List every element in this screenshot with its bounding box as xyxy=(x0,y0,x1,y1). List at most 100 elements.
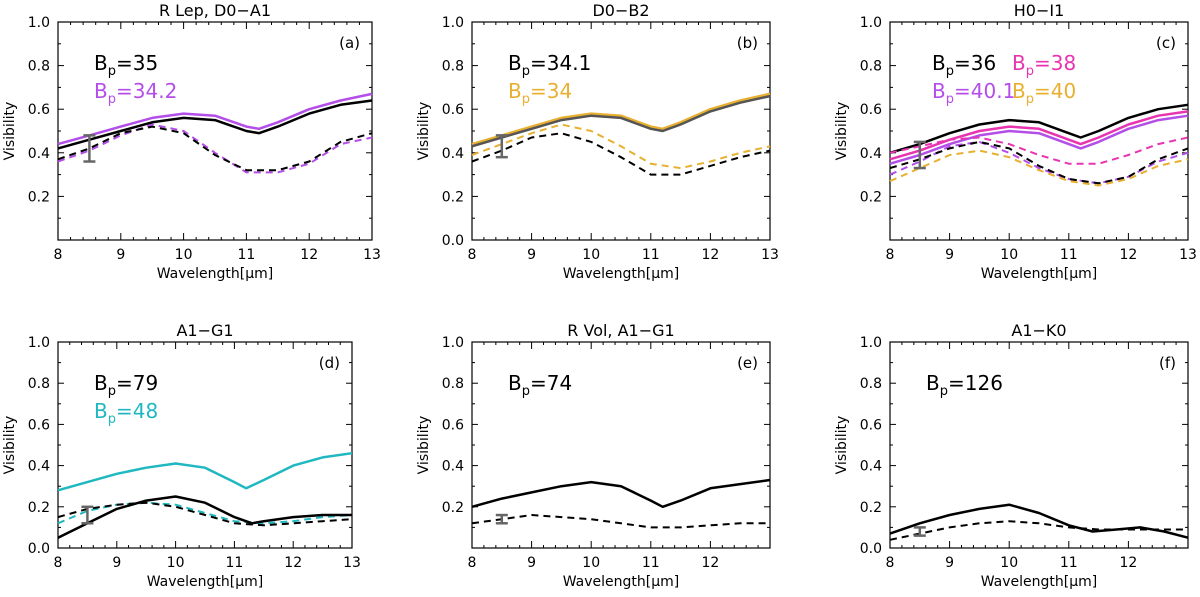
y-axis-label: Visibility xyxy=(2,102,18,161)
y-tick-label: 1.0 xyxy=(28,15,50,31)
x-axis-label: Wavelength[μm] xyxy=(981,574,1098,590)
chart-panel-a: R Lep, D0−A1 (a) 0.2 0.4 0.6 0.8 1.0 8 9 10 11 12 13… xyxy=(2,1,381,282)
y-tick-label: 0.2 xyxy=(442,189,464,205)
legend-value: =74 xyxy=(530,371,572,395)
y-tick-label: 0.8 xyxy=(860,59,882,75)
x-tick-label: 9 xyxy=(945,247,954,263)
x-tick-label: 11 xyxy=(642,555,660,571)
series-line-3 xyxy=(471,132,771,176)
y-tick-label: 0.4 xyxy=(28,459,50,475)
x-tick-label: 9 xyxy=(945,555,954,571)
x-tick-label: 13 xyxy=(761,247,779,263)
y-tick-label: 0.6 xyxy=(28,417,50,433)
legend-value: =35 xyxy=(116,51,158,75)
series-line-1 xyxy=(471,514,770,529)
series-line-0 xyxy=(889,103,1189,154)
legend-value: =40 xyxy=(1034,79,1076,103)
x-tick-label: 12 xyxy=(701,247,719,263)
chart-panel-d: A1−G1 (d) 0.0 0.2 0.4 0.6 0.8 1.0 8 9 10 11 12 13 Wave… xyxy=(2,321,361,590)
legend-entry: Bp=40.1 xyxy=(932,79,1015,107)
legend-value: =36 xyxy=(954,51,996,75)
y-tick-label: 1.0 xyxy=(442,335,464,351)
legend-subscript: p xyxy=(108,92,116,107)
x-tick-label: 13 xyxy=(343,555,361,571)
series-line-4 xyxy=(889,149,1189,187)
y-tick-label: 0.2 xyxy=(860,189,882,205)
y-tick-label: 0.4 xyxy=(860,459,882,475)
x-axis-label: Wavelength[μm] xyxy=(157,266,274,282)
x-tick-label: 8 xyxy=(886,555,895,571)
series-line-1 xyxy=(471,94,771,148)
legend-entry: Bp=35 xyxy=(94,51,158,79)
panel-title: H0−I1 xyxy=(1014,1,1065,20)
y-tick-label: 0.6 xyxy=(442,102,464,118)
y-tick-label: 0.6 xyxy=(28,102,50,118)
legend-entry: Bp=40 xyxy=(1012,79,1076,107)
series-line-3 xyxy=(57,501,353,527)
x-tick-label: 11 xyxy=(225,555,243,571)
error-bar xyxy=(913,526,926,537)
x-tick-label: 12 xyxy=(300,247,318,263)
legend-subscript: p xyxy=(522,64,530,79)
legend-value: =38 xyxy=(1034,51,1076,75)
panel-label: (b) xyxy=(737,34,758,52)
x-tick-label: 8 xyxy=(54,247,63,263)
panel-title: A1−G1 xyxy=(176,321,233,340)
series-line-2 xyxy=(57,99,373,150)
x-axis-label: Wavelength[μm] xyxy=(563,574,680,590)
legend-subscript: p xyxy=(108,64,116,79)
x-tick-label: 11 xyxy=(237,247,255,263)
legend-base: B xyxy=(1012,79,1026,103)
legend-subscript: p xyxy=(1026,64,1034,79)
legend-base: B xyxy=(508,371,522,395)
legend-subscript: p xyxy=(946,92,954,107)
x-tick-label: 12 xyxy=(1119,247,1137,263)
series-line-3 xyxy=(57,125,373,172)
series-line-0 xyxy=(471,478,771,509)
series-line-3 xyxy=(889,136,1189,165)
legend-subscript: p xyxy=(108,384,116,399)
chart-panel-f: A1−K0 (f) 0.0 0.2 0.4 0.6 0.8 1.0 8 9 10 11 12 Wavele… xyxy=(834,321,1189,590)
legend-subscript: p xyxy=(946,64,954,79)
x-tick-label: 10 xyxy=(1000,247,1018,263)
x-axis-label: Wavelength[μm] xyxy=(563,266,680,282)
legend-value: =34.1 xyxy=(530,51,591,75)
y-tick-label: 0.6 xyxy=(860,417,882,433)
y-tick-label: 0.8 xyxy=(860,376,882,392)
y-tick-label: 0.8 xyxy=(442,59,464,75)
legend-base: B xyxy=(508,79,522,103)
error-bar xyxy=(495,134,508,159)
panel-label: (e) xyxy=(737,354,758,372)
panel-title: R Vol, A1−G1 xyxy=(567,321,674,340)
legend-value: =79 xyxy=(116,371,158,395)
legend-value: =34.2 xyxy=(116,79,177,103)
y-tick-label: 1.0 xyxy=(28,335,50,351)
x-tick-label: 12 xyxy=(701,555,719,571)
y-axis-label: Visibility xyxy=(2,416,18,475)
x-tick-label: 12 xyxy=(1119,555,1137,571)
y-tick-label: 0.6 xyxy=(860,102,882,118)
x-tick-label: 8 xyxy=(886,247,895,263)
y-tick-label: 1.0 xyxy=(442,15,464,31)
legend-base: B xyxy=(94,79,108,103)
legend-entry: Bp=74 xyxy=(508,371,572,399)
y-tick-label: 0.0 xyxy=(28,541,50,557)
series-line-1 xyxy=(57,123,373,174)
x-tick-label: 8 xyxy=(54,555,63,571)
legend-entry: Bp=36 xyxy=(932,51,996,79)
panel-title: D0−B2 xyxy=(592,1,649,20)
y-tick-label: 0.4 xyxy=(442,459,464,475)
legend-value: =40.1 xyxy=(954,79,1015,103)
panel-label: (a) xyxy=(339,34,360,52)
series-line-0 xyxy=(471,92,771,146)
legend-base: B xyxy=(94,51,108,75)
error-bar xyxy=(81,505,94,525)
y-tick-label: 0.8 xyxy=(28,376,50,392)
legend-subscript: p xyxy=(940,384,948,399)
x-tick-label: 12 xyxy=(284,555,302,571)
y-tick-label: 1.0 xyxy=(860,15,882,31)
y-axis-label: Visibility xyxy=(416,102,432,161)
legend-base: B xyxy=(94,399,108,423)
legend-subscript: p xyxy=(108,412,116,427)
